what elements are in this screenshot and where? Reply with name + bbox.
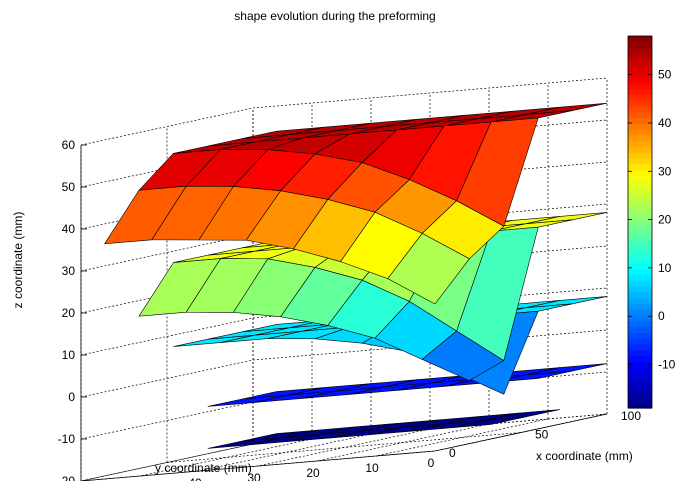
x-tick-label: 50 [535,428,549,442]
z-tick-label: 10 [62,348,76,362]
colorbar: -10 0 10 20 30 40 50 [628,36,676,409]
colorbar-swatch [628,356,652,362]
colorbar-swatch [628,199,652,205]
colorbar-swatch [628,269,652,275]
colorbar-swatch [628,234,652,240]
z-tick-label: -20 [58,474,76,481]
surfaces [105,103,607,448]
z-tick-label: 0 [68,390,75,404]
colorbar-swatch [628,205,652,211]
colorbar-swatch [628,251,652,257]
chart-title: shape evolution during the preforming [234,9,435,23]
colorbar-swatch [628,42,652,48]
colorbar-swatch [628,83,652,89]
z-tick-label: 60 [62,138,76,152]
colorbar-swatch [628,373,652,379]
colorbar-swatch [628,321,652,327]
colorbar-swatch [628,77,652,83]
colorbar-swatch [628,123,652,129]
surface-layer [208,410,560,449]
colorbar-swatch [628,327,652,333]
colorbar-swatch [628,280,652,286]
colorbar-swatch [628,210,652,216]
colorbar-swatch [628,338,652,344]
colorbar-swatch [628,298,652,304]
colorbar-swatch [628,65,652,71]
z-tick-label: -10 [58,432,76,446]
colorbar-swatch [628,129,652,135]
colorbar-swatch [628,100,652,106]
colorbar-tick-label: 30 [658,164,672,178]
colorbar-swatch [628,309,652,315]
colorbar-swatch [628,170,652,176]
colorbar-swatch [628,396,652,402]
x-tick-label: 0 [449,446,456,460]
z-tick-label: 50 [62,180,76,194]
z-axis-label: z coordinate (mm) [11,212,25,309]
colorbar-swatch [628,350,652,356]
colorbar-swatch [628,146,652,152]
colorbar-tick-label: 0 [658,309,665,323]
colorbar-swatch [628,292,652,298]
colorbar-swatch [628,257,652,263]
z-tick-label: 40 [62,222,76,236]
colorbar-swatch [628,344,652,350]
x-tick-label: 100 [621,409,641,423]
colorbar-swatch [628,245,652,251]
colorbar-tick-label: 40 [658,116,672,130]
z-tick-label: 30 [62,264,76,278]
colorbar-swatch [628,112,652,118]
colorbar-swatch [628,222,652,228]
colorbar-swatch [628,332,652,338]
colorbar-swatch [628,152,652,158]
colorbar-swatch [628,48,652,54]
colorbar-swatch [628,286,652,292]
colorbar-swatch [628,303,652,309]
y-tick-label: 40 [188,476,202,481]
y-tick-label: 0 [428,456,435,470]
colorbar-swatch [628,379,652,385]
colorbar-swatch [628,385,652,391]
colorbar-swatch [628,228,652,234]
colorbar-swatch [628,158,652,164]
colorbar-swatch [628,53,652,59]
colorbar-swatch [628,71,652,77]
colorbar-swatch [628,181,652,187]
colorbar-tick-label: 50 [658,68,672,82]
colorbar-swatch [628,36,652,42]
colorbar-swatch [628,367,652,373]
colorbar-tick-label: 20 [658,213,672,227]
colorbar-swatch [628,274,652,280]
colorbar-swatch [628,141,652,147]
y-tick-label: 20 [306,466,320,480]
colorbar-swatch [628,239,652,245]
y-axis-label: y coordinate (mm) [155,461,252,475]
colorbar-swatch [628,106,652,112]
colorbar-tick-label: -10 [658,358,676,372]
y-tick-label: 10 [365,461,379,475]
colorbar-swatch [628,193,652,199]
colorbar-swatch [628,94,652,100]
colorbar-swatch [628,164,652,170]
colorbar-tick-label: 10 [658,261,672,275]
z-tick-label: 20 [62,306,76,320]
surface-layer [208,364,607,407]
colorbar-swatch [628,135,652,141]
x-axis-label: x coordinate (mm) [536,449,633,463]
colorbar-swatch [628,391,652,397]
colorbar-swatch [628,59,652,65]
colorbar-swatch [628,88,652,94]
colorbar-swatch [628,176,652,182]
colorbar-swatch [628,187,652,193]
